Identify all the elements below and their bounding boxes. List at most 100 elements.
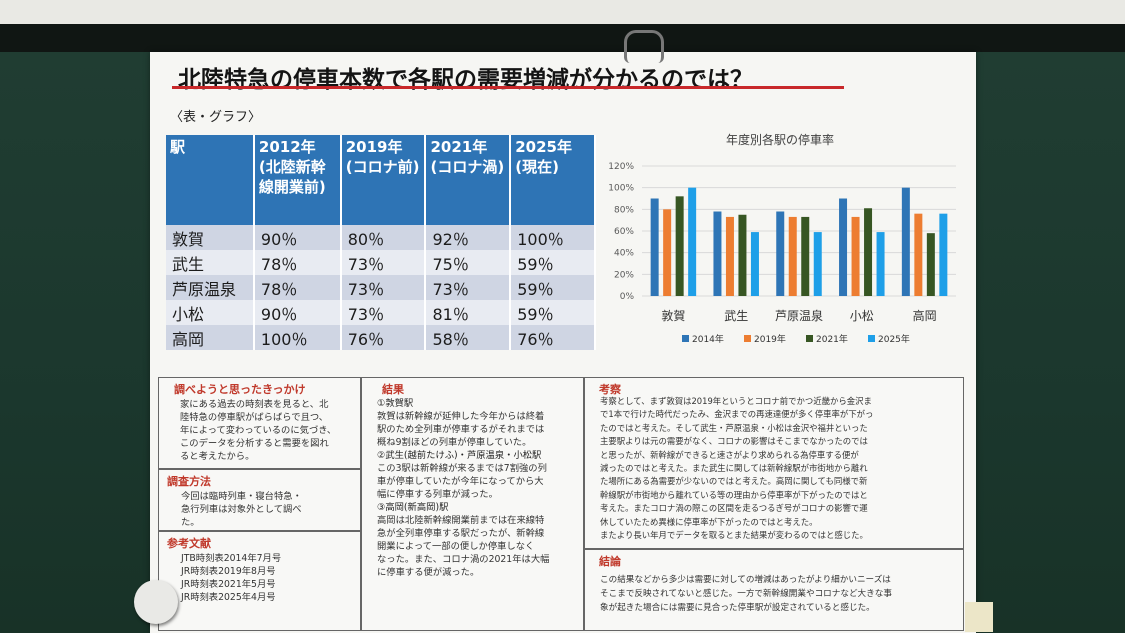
text-line: と思ったが、新幹線ができると速さがより求められる為停車する便が bbox=[600, 449, 859, 460]
stop-rate-chart: 年度別各駅の停車率 0% 20% 40% 60% 80% 100% 120% 敦賀 武生 芦原温泉… bbox=[594, 128, 966, 374]
bar bbox=[801, 216, 810, 296]
bar bbox=[839, 198, 848, 296]
x-tick-label: 高岡 bbox=[913, 308, 937, 323]
conclusion-text: この結果などから多少は需要に対しての増減はあったがより細かいニーズは そこまで反… bbox=[600, 573, 962, 615]
legend-label: 2025年 bbox=[878, 333, 910, 345]
table-header-cell: 2025年 (現在) bbox=[510, 135, 596, 225]
y-tick-label: 20% bbox=[614, 270, 634, 280]
x-tick-label: 小松 bbox=[850, 309, 874, 323]
table-cell: 73％ bbox=[340, 250, 427, 275]
table-cell: 59％ bbox=[510, 250, 596, 275]
table-cell: 76％ bbox=[510, 325, 596, 350]
text-line: 急行列車は対象外として調べ bbox=[181, 504, 302, 515]
table-cell: 58％ bbox=[425, 325, 512, 350]
references-heading: 参考文献 bbox=[167, 537, 211, 550]
title-underline bbox=[172, 86, 844, 89]
text-line: なった。また、コロナ渦の2021年は大幅 bbox=[377, 554, 550, 565]
table-cell: 90％ bbox=[253, 300, 342, 325]
bar bbox=[864, 208, 873, 296]
method-text: 今回は臨時列車・寝台特急・ 急行列車は対象外として調べ た。 bbox=[181, 490, 359, 529]
text-line: 高岡は北陸新幹線開業前までは在来線特 bbox=[377, 515, 545, 526]
y-tick-label: 0% bbox=[620, 292, 635, 302]
table-cell: 100％ bbox=[253, 325, 342, 350]
motivation-text: 家にある過去の時刻表を見ると、北 陸特急の停車駅がばらばらで且つ、 年によって変… bbox=[180, 398, 358, 463]
text-line: この結果などから多少は需要に対しての増減はあったがより細かいニーズは bbox=[600, 575, 891, 585]
text-line: 車が停車していたが今年になってから大 bbox=[377, 476, 544, 487]
results-heading: 結果 bbox=[382, 383, 404, 396]
bar bbox=[813, 232, 822, 296]
discussion-box: 考察 考察として、まず敦賀は2019年というとコロナ前でかつ近畿から金沢ま で1… bbox=[584, 377, 964, 549]
reference-item: JR時刻表2019年8月号 bbox=[181, 566, 276, 577]
bar bbox=[738, 214, 747, 296]
text-line: 開業によって一部の便しか停車しなく bbox=[377, 541, 535, 552]
discussion-text: 考察として、まず敦賀は2019年というとコロナ前でかつ近畿から金沢ま で1本で行… bbox=[600, 395, 962, 542]
text-line: そこまで反映されてないと感じた。一方で新幹線開業やコロナなど大きな事 bbox=[600, 589, 892, 599]
table-cell: 武生 bbox=[166, 250, 255, 275]
bar bbox=[725, 216, 734, 296]
text-line: 主要駅よりは元の需要がなく、コロナの影響はそこまでなかったのでは bbox=[600, 436, 868, 447]
results-text: ①敦賀駅 敦賀は新幹線が延伸した今年からは終着 駅のため全列車が停車するがそれま… bbox=[377, 397, 582, 579]
board-object bbox=[965, 602, 993, 632]
text-line: 象が起きた場合には需要に見合った停車駅が設定されていると感じた。 bbox=[600, 603, 875, 613]
table-cell: 59％ bbox=[510, 300, 596, 325]
text-line: たのではと考えた。そして武生・芦原温泉・小松は金沢や福井といった bbox=[600, 422, 868, 433]
bar bbox=[926, 233, 935, 296]
legend-swatch bbox=[868, 335, 875, 342]
table-cell: 81％ bbox=[425, 300, 512, 325]
bar bbox=[750, 232, 759, 296]
table-header-cell: 2012年 (北陸新幹線開業前) bbox=[253, 135, 342, 225]
board-rail bbox=[0, 24, 1125, 56]
y-tick-label: 100% bbox=[608, 184, 634, 194]
table-cell: 76％ bbox=[340, 325, 427, 350]
text-line: このデータを分析すると需要を図れ bbox=[180, 438, 329, 449]
text-line: 減ったのではと考えた。また武生に関しては新幹線駅が市街地から離れ bbox=[600, 463, 868, 474]
text-line: ると考えたから。 bbox=[180, 451, 255, 462]
reference-item: JR時刻表2025年4月号 bbox=[181, 592, 276, 603]
result-title: ①敦賀駅 bbox=[377, 398, 414, 409]
reference-item: JTB時刻表2014年7月号 bbox=[181, 553, 282, 564]
bar bbox=[788, 216, 797, 296]
bar bbox=[663, 209, 672, 296]
text-line: 考えた。またコロナ渦の際この区間を走るつるぎ号がコロナの影響で運 bbox=[600, 503, 868, 514]
bar bbox=[776, 211, 785, 296]
table-cell: 73％ bbox=[340, 300, 427, 325]
text-line: 休していたため異様に停車率が下がったのではと考えた。 bbox=[600, 516, 818, 527]
stop-rate-table: 駅 2012年 (北陸新幹線開業前) 2019年 (コロナ前) 2021年 (コ… bbox=[166, 135, 596, 350]
bar bbox=[901, 187, 910, 296]
poster: 北陸特急の停車本数で各駅の需要増減が分かるのでは？ 〈表・グラフ〉 駅 2012… bbox=[150, 52, 976, 633]
table-cell: 78％ bbox=[253, 275, 342, 300]
bar bbox=[688, 187, 697, 296]
table-cell: 90％ bbox=[253, 225, 342, 250]
x-tick-label: 武生 bbox=[724, 309, 748, 323]
bar bbox=[650, 198, 659, 296]
table-header-row: 駅 2012年 (北陸新幹線開業前) 2019年 (コロナ前) 2021年 (コ… bbox=[166, 135, 596, 225]
table-row: 武生 78％ 73％ 75％ 59％ bbox=[166, 250, 596, 275]
text-line: 幹線駅が市街地から離れている等の理由から停車率が下がったのではと bbox=[600, 489, 868, 500]
bar bbox=[713, 211, 722, 296]
text-line: 家にある過去の時刻表を見ると、北 bbox=[180, 399, 329, 410]
table-cell: 80％ bbox=[340, 225, 427, 250]
y-tick-label: 80% bbox=[614, 205, 634, 215]
motivation-heading: 調べようと思ったきっかけ bbox=[174, 383, 306, 396]
table-row: 芦原温泉 78％ 73％ 73％ 59％ bbox=[166, 275, 596, 300]
table-row: 小松 90％ 73％ 81％ 59％ bbox=[166, 300, 596, 325]
legend-swatch bbox=[682, 335, 689, 342]
result-title: ②武生(越前たけふ)・芦原温泉・小松駅 bbox=[377, 450, 542, 461]
table-cell: 75％ bbox=[425, 250, 512, 275]
table-header-cell: 2021年 (コロナ渦) bbox=[425, 135, 512, 225]
text-line: 概ね9割ほどの列車が停車していた。 bbox=[377, 437, 532, 448]
table-graph-label: 〈表・グラフ〉 bbox=[170, 110, 262, 125]
x-tick-label: 芦原温泉 bbox=[775, 309, 823, 323]
table-cell: 芦原温泉 bbox=[166, 275, 255, 300]
legend-swatch bbox=[744, 335, 751, 342]
bar bbox=[914, 213, 923, 296]
result-title: ③高岡(新高岡)駅 bbox=[377, 502, 449, 513]
text-line: 考察として、まず敦賀は2019年というとコロナ前でかつ近畿から金沢ま bbox=[600, 396, 872, 406]
table-cell: 敦賀 bbox=[166, 225, 255, 250]
table-cell: 高岡 bbox=[166, 325, 255, 350]
results-box: 結果 ①敦賀駅 敦賀は新幹線が延伸した今年からは終着 駅のため全列車が停車するが… bbox=[361, 377, 584, 631]
text-line: 急が全列車停車する駅だったが、新幹線 bbox=[377, 528, 545, 539]
y-tick-label: 60% bbox=[614, 227, 634, 237]
table-header-cell: 2019年 (コロナ前) bbox=[340, 135, 427, 225]
legend-swatch bbox=[806, 335, 813, 342]
